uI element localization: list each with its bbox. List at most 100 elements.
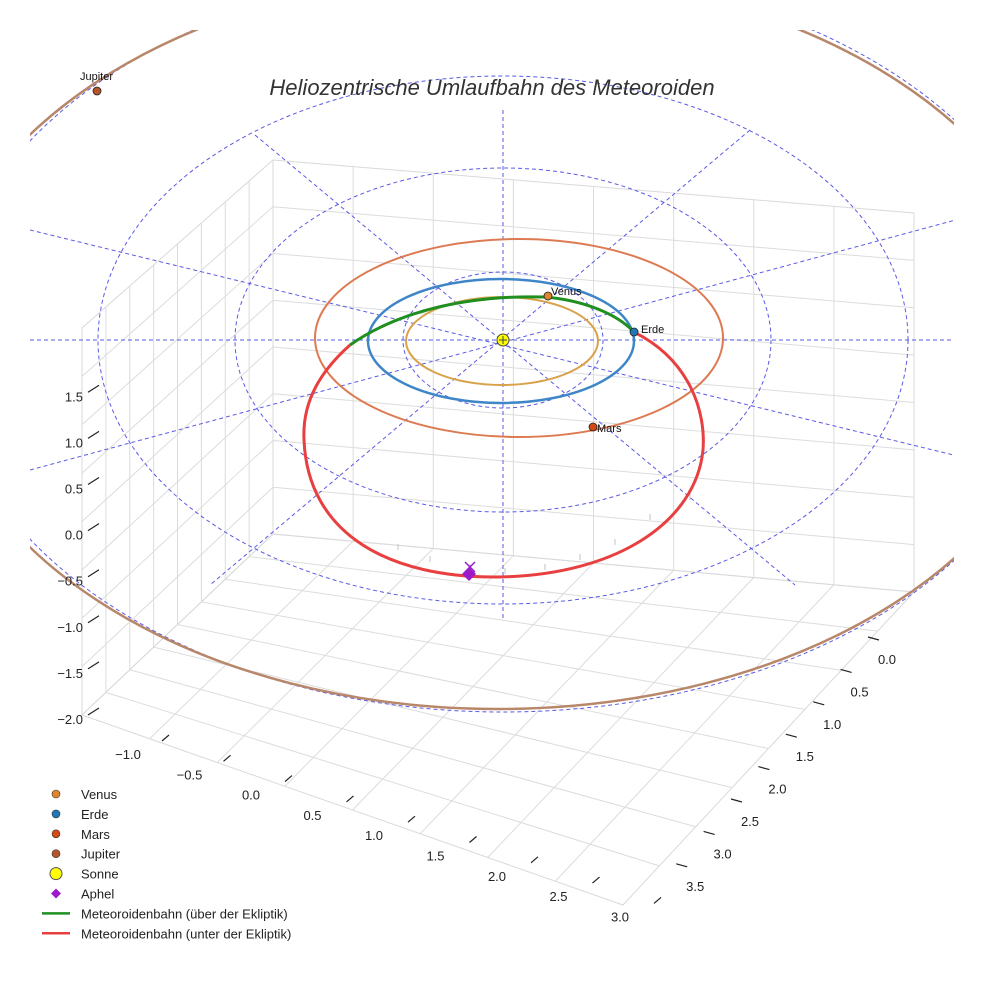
- floor-grid-line: [419, 569, 674, 835]
- y-tick-mark: [813, 701, 825, 706]
- axes-panes: [81, 158, 916, 906]
- legend-label: Venus: [81, 787, 118, 802]
- ecliptic-reference-grid: [30, 30, 954, 713]
- planet-label: Mars: [597, 423, 622, 435]
- markers: Venus Erde Mars Jupiter: [80, 71, 664, 581]
- x-tick-mark: [530, 856, 539, 864]
- y-tick-label: 3.5: [686, 879, 704, 894]
- x-tick-mark: [346, 795, 354, 803]
- y-tick-mark: [840, 668, 852, 673]
- legend-label: Jupiter: [81, 847, 121, 862]
- legend-swatch: [51, 789, 61, 799]
- meteoroid-orbit-below: [302, 330, 705, 579]
- z-tick-mark: [87, 707, 100, 716]
- wall-grid-line: [272, 253, 915, 309]
- aphel-marker: [462, 567, 476, 581]
- x-tick-label: −1.0: [115, 747, 141, 762]
- floor-grid-line: [487, 577, 755, 858]
- x-tick-label: 0.0: [242, 788, 260, 803]
- wall-grid-line: [272, 346, 915, 403]
- y-tick-label: 1.5: [796, 749, 814, 764]
- legend-label: Erde: [81, 807, 108, 822]
- legend-item: Meteoroidenbahn (über der Ekliptik): [42, 906, 288, 921]
- ecliptic-ray: [30, 219, 954, 471]
- ecliptic-ray: [209, 129, 751, 586]
- ecliptic-ray: [254, 134, 796, 586]
- legend-swatch: [49, 867, 63, 881]
- wall-grid-line: [81, 253, 274, 426]
- z-tick-label: 1.0: [65, 435, 83, 450]
- x-tick-mark: [284, 775, 293, 783]
- legend-swatch: [51, 829, 61, 839]
- z-tick-mark: [87, 615, 100, 624]
- y-tick-mark: [867, 636, 880, 641]
- z-tick-label: 0.5: [65, 482, 83, 497]
- legend-item: Sonne: [49, 867, 119, 882]
- z-tick-mark: [87, 661, 100, 670]
- y-tick-label: 3.0: [714, 846, 732, 861]
- legend-label: Mars: [81, 827, 110, 842]
- legend-item: Erde: [51, 807, 108, 822]
- x-tick-mark: [223, 754, 231, 762]
- z-tick-label: −1.5: [57, 666, 83, 681]
- legend: Venus Erde Mars Jupiter Sonne Aphel Meteoroide…: [42, 787, 291, 941]
- planet-mars: [588, 422, 598, 432]
- wall-grid-line: [272, 206, 915, 261]
- x-tick-mark: [592, 876, 600, 884]
- planet-venus: [543, 291, 553, 301]
- y-tick-mark: [785, 733, 797, 738]
- y-tick-label: 0.5: [851, 684, 869, 699]
- planet-erde: [629, 327, 639, 337]
- orbit-erde: [366, 277, 636, 405]
- legend-label: Meteoroidenbahn (unter der Ekliptik): [81, 926, 291, 941]
- axis-ticks: −2.0 −1.5 −1.0 −0.5 0.0 0.5 1.0 1.5 −1.0 −0.5 0.0 0…: [57, 384, 896, 924]
- ecliptic-ring: [234, 167, 772, 513]
- x-tick-label: 0.5: [303, 808, 321, 823]
- y-tick-mark: [703, 830, 715, 835]
- legend-swatch: [51, 888, 61, 899]
- z-tick-label: 1.5: [65, 389, 83, 404]
- floor-grid-line: [201, 601, 805, 710]
- z-tick-mark: [87, 569, 100, 578]
- wall-grid-line: [81, 299, 274, 474]
- x-tick-label: 1.5: [426, 849, 444, 864]
- planet-label: Erde: [641, 324, 664, 336]
- x-tick-mark: [161, 734, 170, 742]
- orbit-jupiter: [30, 30, 954, 711]
- planet-label: Jupiter: [80, 71, 113, 83]
- y-tick-label: 1.0: [823, 717, 841, 732]
- legend-item: Jupiter: [51, 847, 121, 862]
- chart-title: Heliozentrische Umlaufbahn des Meteoroid…: [269, 75, 714, 100]
- legend-label: Aphel: [81, 887, 114, 902]
- x-tick-mark: [407, 815, 416, 823]
- legend-label: Meteoroidenbahn (über der Ekliptik): [81, 906, 288, 921]
- z-tick-label: −0.5: [57, 574, 83, 589]
- floor-grid-line: [249, 556, 878, 632]
- legend-swatch: [51, 809, 61, 819]
- x-tick-label: 2.5: [549, 889, 567, 904]
- x-tick-mark: [469, 836, 477, 843]
- floor-grid-line: [555, 584, 835, 882]
- y-tick-mark: [676, 863, 688, 868]
- orbits: [30, 30, 954, 711]
- z-tick-label: −2.0: [57, 712, 83, 727]
- planet-jupiter: [92, 86, 102, 96]
- y-tick-label: 2.0: [768, 782, 786, 797]
- axes-grid: [81, 166, 915, 882]
- x-tick-label: −0.5: [177, 767, 203, 782]
- legend-item: Aphel: [51, 887, 114, 902]
- legend-item: Mars: [51, 827, 110, 842]
- z-tick-label: 0.0: [65, 528, 83, 543]
- z-tick-mark: [87, 476, 100, 486]
- floor-grid-line: [177, 624, 769, 749]
- y-tick-label: 2.5: [741, 814, 759, 829]
- meteoroid-orbit-above: [349, 295, 636, 347]
- planet-label: Venus: [551, 286, 582, 298]
- sun-crosshair: [499, 336, 507, 344]
- y-tick-label: 0.0: [878, 652, 896, 667]
- z-tick-mark: [87, 430, 100, 439]
- z-tick-mark: [87, 523, 100, 532]
- x-tick-mark: [653, 896, 662, 904]
- legend-label: Sonne: [81, 867, 119, 882]
